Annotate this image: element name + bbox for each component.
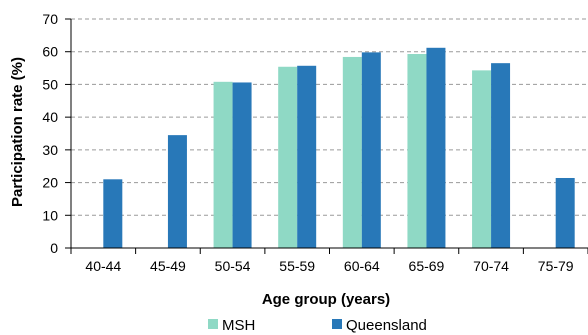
legend-label-queensland: Queensland (346, 317, 427, 334)
bar-msh-70-74 (472, 70, 492, 249)
legend-swatch-queensland (332, 319, 342, 329)
bar-queensland-70-74 (491, 63, 511, 248)
bar-queensland-40-44 (103, 179, 123, 248)
bar-queensland-75-79 (555, 177, 575, 248)
bar-msh-55-59 (278, 66, 298, 249)
x-axis-title: Age group (years) (262, 291, 390, 308)
bar-queensland-60-64 (361, 52, 381, 248)
legend: MSH Queensland (208, 317, 427, 334)
y-tick-label-70: 70 (42, 11, 58, 27)
y-tick-label-10: 10 (42, 207, 58, 223)
y-tick-label-20: 20 (42, 175, 58, 191)
legend-label-msh: MSH (222, 317, 255, 334)
y-tick-label-40: 40 (42, 109, 58, 125)
x-tick-label-45-49: 45-49 (150, 258, 186, 274)
x-tick-label-40-44: 40-44 (85, 258, 121, 274)
x-tick-label-60-64: 60-64 (344, 258, 380, 274)
x-tick-label-50-54: 50-54 (215, 258, 251, 274)
bar-msh-60-64 (342, 56, 362, 248)
axes (65, 18, 588, 254)
bars (103, 47, 575, 249)
x-tick-labels: 40-44 45-49 50-54 55-59 60-64 65-69 70-74 75-79 (85, 258, 573, 274)
y-axis-title: Participation rate (%) (9, 57, 26, 207)
y-tick-label-50: 50 (42, 76, 58, 92)
bar-queensland-45-49 (167, 135, 187, 248)
x-tick-label-55-59: 55-59 (279, 258, 315, 274)
legend-swatch-msh (208, 319, 218, 329)
x-tick-label-70-74: 70-74 (473, 258, 509, 274)
bar-msh-50-54 (213, 81, 233, 248)
bar-queensland-50-54 (232, 82, 252, 248)
y-tick-label-30: 30 (42, 142, 58, 158)
x-tick-label-65-69: 65-69 (409, 258, 445, 274)
y-tick-label-60: 60 (42, 44, 58, 60)
bar-queensland-65-69 (426, 47, 446, 248)
y-tick-label-0: 0 (50, 240, 58, 256)
x-tick-label-75-79: 75-79 (538, 258, 574, 274)
gridlines (71, 18, 588, 216)
bar-msh-65-69 (407, 54, 427, 248)
y-tick-labels: 0 10 20 30 40 50 60 70 (42, 11, 58, 256)
bar-queensland-55-59 (297, 65, 317, 248)
